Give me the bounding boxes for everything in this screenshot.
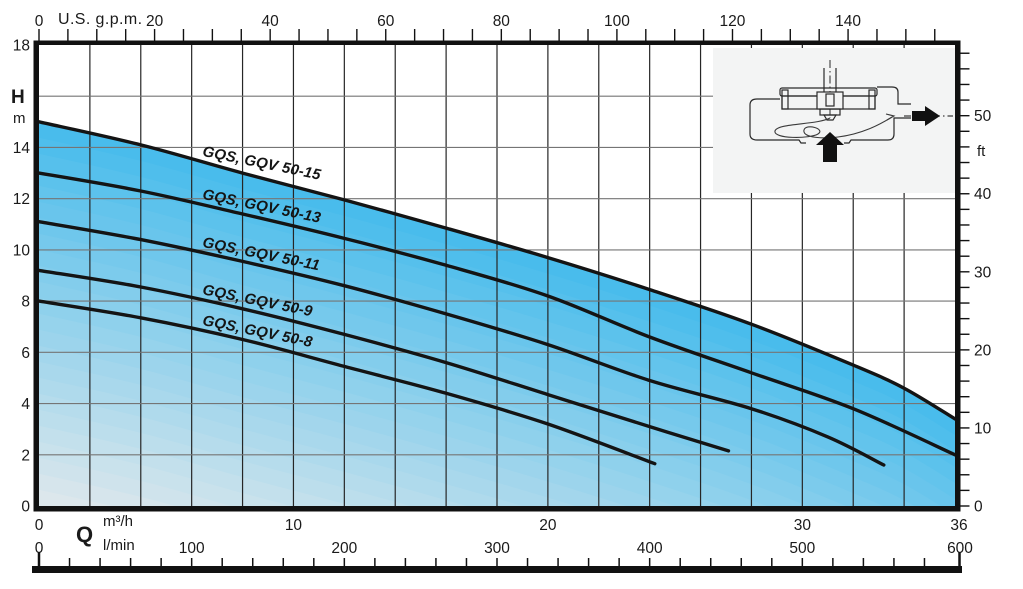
left-axis-tick-label: 18	[13, 38, 30, 55]
right-axis-tick-label: 0	[974, 499, 983, 516]
pump-schematic-inset	[713, 48, 955, 193]
flow-axis-unit-lmin: l/min	[103, 537, 135, 554]
bottom-lmin-tick-label: 600	[947, 540, 973, 557]
top-axis-tick-label: 100	[604, 13, 630, 30]
curve-fill-gradient	[34, 121, 960, 507]
flow-path	[774, 113, 896, 139]
bottom-m3h-tick-label: 36	[950, 517, 967, 534]
curve-gqs-gqv-50-8	[37, 299, 657, 466]
curve-gqs-gqv-50-9	[37, 268, 731, 453]
top-axis-tick-label: 60	[377, 13, 395, 30]
lmin-scale-bar	[32, 566, 962, 573]
head-axis-label: H	[11, 87, 25, 108]
right-axis-tick-label: 20	[974, 342, 992, 359]
right-axis-tick-label: 10	[974, 420, 992, 437]
outlet-arrow-icon	[904, 106, 953, 126]
bottom-axis-m3h: 0 10 20 30 36	[35, 517, 968, 534]
bottom-m3h-tick-label: 20	[539, 517, 557, 534]
pump-impeller	[779, 87, 878, 121]
gridlines	[39, 45, 955, 506]
inlet-arrow-icon	[816, 132, 844, 162]
bottom-lmin-tick-label: 100	[179, 540, 205, 557]
bottom-m3h-tick-label: 0	[35, 517, 44, 534]
top-axis-unit-label: U.S. g.p.m.	[58, 11, 143, 28]
bottom-axis-lmin: 0 100 200 300 400 500 600	[32, 540, 973, 573]
curve-gqs-gqv-50-15	[37, 120, 957, 421]
left-axis-tick-label: 0	[21, 499, 30, 516]
left-axis: 18 14 12 10 8 6 4 2 0	[13, 38, 31, 516]
curve-gqs-gqv-50-11	[37, 220, 886, 467]
top-axis-tick-label: 0	[35, 13, 44, 30]
top-axis-tick-label: 140	[835, 13, 861, 30]
head-axis-unit-m: m	[13, 110, 26, 127]
flow-arrowhead-icon	[885, 113, 896, 121]
left-axis-tick-label: 14	[13, 140, 31, 157]
right-axis-tick-label: 40	[974, 186, 992, 203]
left-axis-tick-label: 8	[21, 294, 30, 311]
pump-curves	[37, 120, 957, 467]
bottom-lmin-tick-label: 300	[484, 540, 510, 557]
left-axis-tick-label: 12	[13, 191, 30, 208]
left-axis-tick-label: 6	[21, 345, 30, 362]
bottom-lmin-tick-label: 200	[331, 540, 357, 557]
head-axis-unit-ft: ft	[977, 143, 986, 160]
bottom-lmin-tick-label: 500	[789, 540, 815, 557]
right-axis-tick-label: 50	[974, 108, 992, 125]
left-axis-tick-label: 4	[21, 396, 30, 413]
top-axis-tick-label: 80	[493, 13, 511, 30]
flow-axis-unit-m3h: m³/h	[103, 513, 133, 530]
plot-borders	[33, 40, 961, 512]
top-axis-tick-label: 20	[146, 13, 164, 30]
curve-gqs-gqv-50-13	[37, 171, 957, 457]
pump-schematic	[713, 48, 955, 193]
left-axis-tick-label: 10	[13, 242, 31, 259]
flow-axis-label: Q	[76, 522, 94, 547]
bottom-m3h-tick-label: 10	[285, 517, 303, 534]
left-axis-tick-label: 2	[21, 447, 30, 464]
bottom-lmin-tick-label: 400	[637, 540, 663, 557]
pump-casing-outline	[749, 86, 911, 144]
top-axis-tick-label: 120	[720, 13, 746, 30]
right-axis-tick-label: 30	[974, 264, 992, 281]
bottom-m3h-tick-label: 30	[794, 517, 812, 534]
top-axis-tick-label: 40	[262, 13, 280, 30]
top-axis: 0 20 40 60 80 100 120 140	[35, 13, 936, 41]
bottom-lmin-tick-label: 0	[35, 540, 44, 557]
right-axis: 50 40 30 20 10 0	[960, 52, 992, 516]
